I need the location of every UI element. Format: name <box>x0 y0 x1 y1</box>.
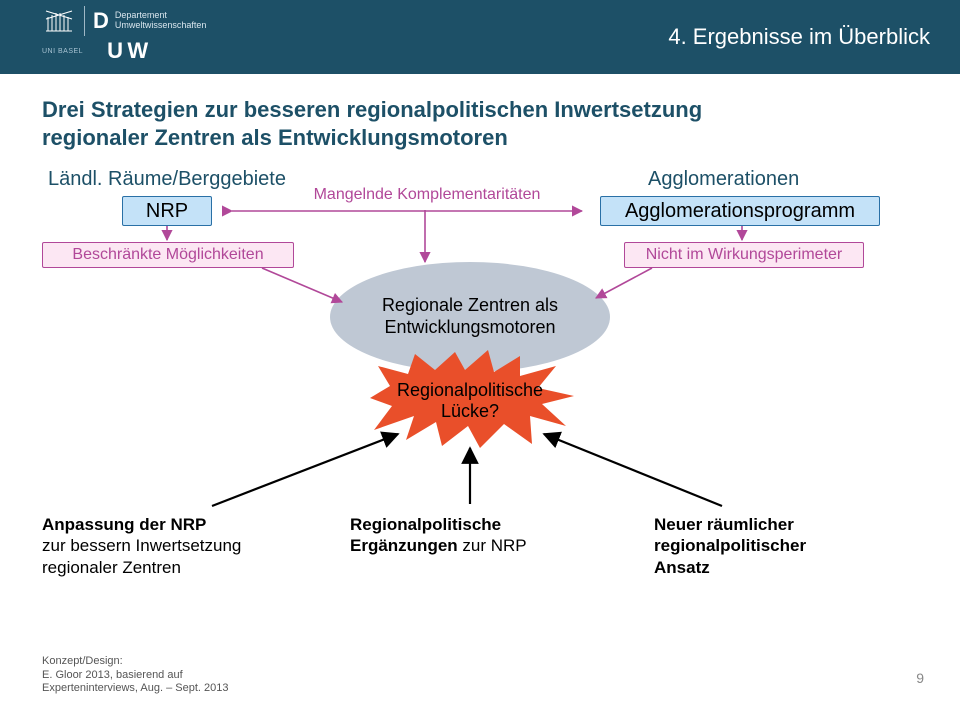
left-pink-bar: Beschränkte Möglichkeiten <box>42 242 294 268</box>
agglo-pill: Agglomerationsprogramm <box>600 196 880 226</box>
logo-block: D Departement Umweltwissenschaften UNI B… <box>42 6 206 64</box>
footer-credit: Konzept/Design: E. Gloor 2013, basierend… <box>42 655 229 696</box>
page-number: 9 <box>916 670 924 686</box>
strategy-col-1: Anpassung der NRP zur bessern Inwertsetz… <box>42 514 282 578</box>
uni-basel-logo-icon <box>42 7 76 35</box>
right-pink-bar: Nicht im Wirkungsperimeter <box>624 242 864 268</box>
strategy-col-3: Neuer räumlicher regionalpolitischer Ans… <box>654 514 894 578</box>
burst-label: Regionalpolitische Lücke? <box>360 380 580 421</box>
uni-label: UNI BASEL <box>42 48 83 55</box>
left-context-label: Ländl. Räume/Berggebiete <box>42 166 297 193</box>
nrp-pill: NRP <box>122 196 212 226</box>
header-bar: D Departement Umweltwissenschaften UNI B… <box>0 0 960 74</box>
dept-text: Departement Umweltwissenschaften <box>115 11 207 31</box>
uw-logo-icon: U W <box>107 38 148 64</box>
right-context-label: Agglomerationen <box>642 166 902 193</box>
diagram-canvas: Ländl. Räume/Berggebiete Agglomerationen… <box>42 166 918 636</box>
strategy-col-2: Regionalpolitische Ergänzungen zur NRP <box>350 514 590 557</box>
d-logo-icon: D <box>93 8 109 34</box>
page-title: Drei Strategien zur besseren regionalpol… <box>42 96 918 151</box>
section-title: 4. Ergebnisse im Überblick <box>668 24 930 50</box>
complementarity-label: Mangelnde Komplementaritäten <box>302 184 552 206</box>
burst-shape: Regionalpolitische Lücke? <box>360 348 580 448</box>
